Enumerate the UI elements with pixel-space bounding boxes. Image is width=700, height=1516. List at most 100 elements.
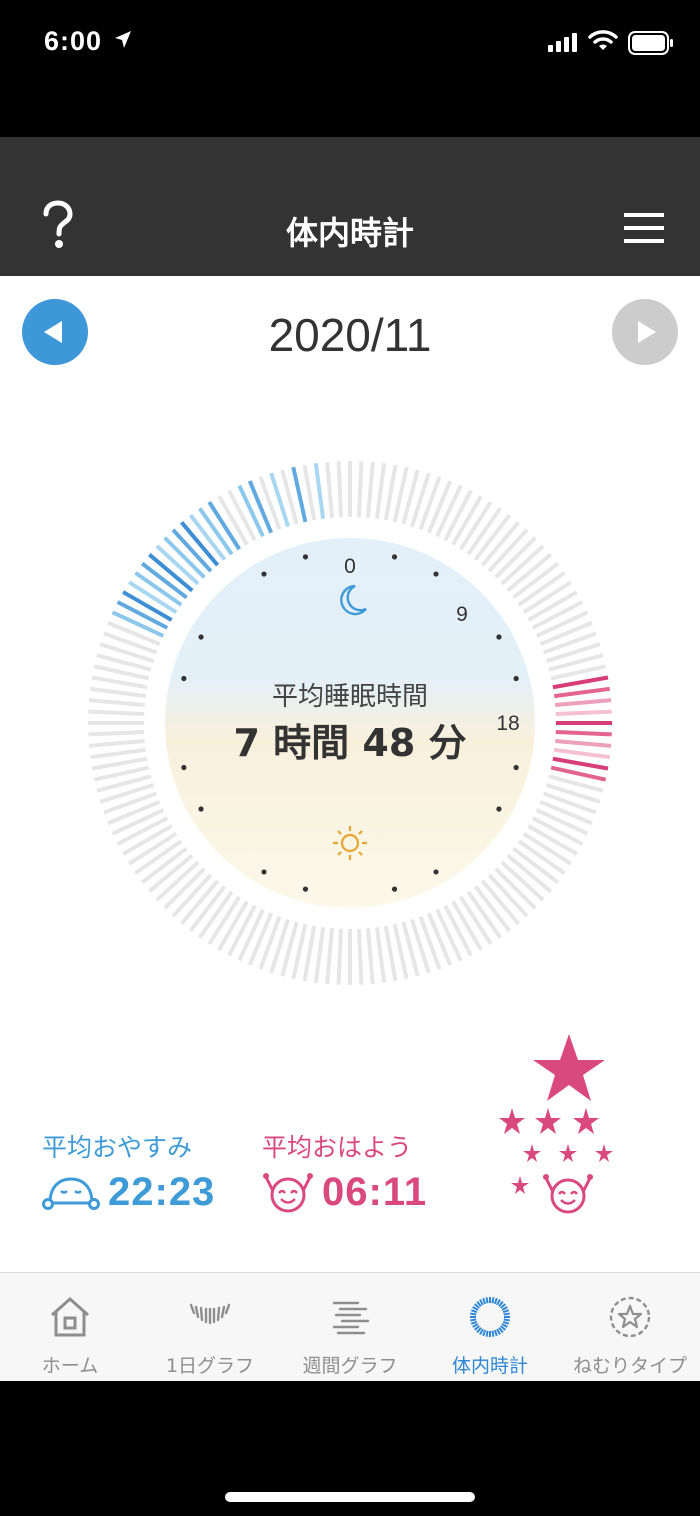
clock-tick	[555, 738, 612, 748]
clock-tick	[356, 928, 364, 985]
clock-tick	[198, 507, 234, 556]
clock-tick	[374, 462, 387, 520]
clock-tick	[487, 873, 529, 918]
hour-label-3: 9	[456, 603, 468, 626]
clock-tick	[535, 610, 589, 638]
clock-tick	[111, 808, 165, 836]
clock-tick	[494, 867, 537, 910]
hour-dot	[496, 634, 502, 640]
clock-tick	[418, 476, 442, 531]
prev-month-button[interactable]	[22, 299, 88, 365]
sleep-type-star-icon	[609, 1296, 651, 1338]
clock-tick	[466, 507, 502, 556]
avg-sleep-label: 平均睡眠時間	[271, 682, 428, 712]
hour-dot	[198, 806, 204, 812]
clock-tick	[188, 513, 227, 561]
clock-tick	[163, 536, 206, 579]
clock-tick	[542, 791, 597, 815]
clock-tick	[171, 873, 213, 918]
clock-tick	[134, 571, 183, 607]
clock-tick	[207, 895, 242, 946]
clock-tick	[374, 926, 387, 984]
tab-body-clock[interactable]: 体内時計	[420, 1273, 560, 1381]
tab-weekly-graph[interactable]: 週間グラフ	[280, 1273, 420, 1381]
clock-tick	[365, 461, 375, 518]
avg-bedtime: 平均おやすみ 22:23	[42, 1128, 215, 1215]
clock-tick	[553, 686, 611, 699]
clock-tick	[535, 808, 589, 836]
wifi-icon	[588, 30, 618, 50]
clock-tick	[545, 783, 601, 804]
clock-tick	[280, 469, 299, 525]
tab-label: ホーム	[41, 1355, 99, 1377]
hour-dot	[391, 886, 398, 892]
tab-daily-graph[interactable]: 1日グラフ	[140, 1273, 280, 1381]
clock-tick	[188, 885, 227, 933]
clock-tick	[163, 867, 206, 910]
clock-tick	[325, 928, 335, 985]
clock-tick	[426, 480, 453, 534]
help-icon[interactable]	[38, 200, 78, 252]
clock-tick	[258, 476, 282, 531]
clock-tick	[550, 664, 607, 681]
sun-icon	[333, 826, 367, 860]
home-icon	[51, 1296, 89, 1337]
clock-tick	[553, 747, 611, 760]
menu-icon[interactable]	[624, 212, 664, 244]
avg-wakeup-value: 06:11	[322, 1170, 428, 1214]
clock-tick	[401, 921, 420, 977]
arrow-left-icon	[44, 321, 62, 343]
avg-wakeup-label: 平均おはよう	[262, 1133, 413, 1162]
avg-sleep-value: 7 時間 48 分	[233, 721, 467, 765]
clock-tick	[531, 600, 584, 630]
clock-tick	[107, 620, 161, 647]
clock-tick	[227, 489, 257, 542]
clock-tick	[302, 925, 317, 982]
clock-tick	[91, 756, 148, 771]
clock-tick	[198, 890, 234, 939]
clock-tick	[91, 675, 148, 690]
clock-tick	[506, 853, 552, 893]
clock-tick	[545, 642, 601, 663]
clock-tick	[522, 831, 573, 866]
tab-bar: ホーム 1日グラフ	[0, 1272, 700, 1381]
clock-tick	[171, 528, 213, 573]
clock-tick	[107, 799, 161, 826]
clock-tick	[451, 900, 483, 951]
hour-dot	[513, 675, 519, 682]
clock-tick	[291, 923, 308, 980]
clock-tick	[258, 915, 282, 970]
tab-label: 週間グラフ	[302, 1355, 398, 1377]
status-time: 6:00	[44, 26, 103, 56]
next-month-button[interactable]	[612, 299, 678, 365]
clock-tick	[512, 846, 560, 885]
tab-label: 体内時計	[451, 1355, 528, 1377]
clock-tick	[247, 480, 274, 534]
hour-dots	[181, 554, 519, 892]
clock-tick	[217, 495, 249, 546]
clock-tick	[542, 631, 597, 655]
clock-tick	[356, 461, 364, 518]
clock-tick	[280, 921, 299, 977]
waking-face-icon	[263, 1172, 313, 1212]
clock-tick	[116, 600, 169, 630]
clock-tick	[88, 709, 145, 717]
clock-tick	[99, 783, 155, 804]
hour-label-6: 18	[496, 712, 519, 735]
clock-tick	[89, 747, 147, 760]
tab-home[interactable]: ホーム	[0, 1273, 140, 1381]
clock-tick	[325, 461, 335, 518]
app-header	[0, 137, 700, 276]
battery-icon	[628, 31, 673, 55]
clock-tick	[435, 484, 463, 538]
clock-tick	[237, 484, 265, 538]
hour-dot	[181, 675, 187, 682]
daily-graph-icon	[189, 1303, 231, 1325]
cellular-signal-icon	[548, 33, 577, 52]
hour-labels: 0 9 18	[344, 555, 520, 735]
clock-tick	[237, 908, 265, 962]
clock-tick	[458, 895, 493, 946]
clock-tick	[134, 839, 183, 875]
tab-sleep-type[interactable]: ねむりタイプ	[560, 1273, 700, 1381]
clock-tick	[207, 500, 242, 551]
